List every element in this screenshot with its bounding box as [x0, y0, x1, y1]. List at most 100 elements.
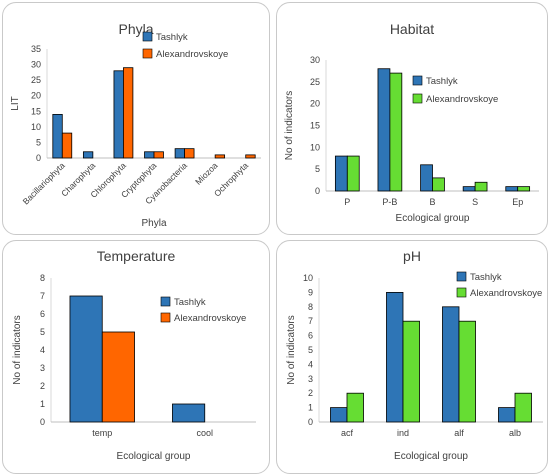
y-tick-label: 30 — [31, 60, 41, 70]
x-tick-label: S — [472, 197, 478, 207]
chart-panel-habitat: Habitat 0 5 10 15 20 25 30 P P-B B S Ep Ecological gr… — [276, 2, 548, 235]
legend-swatch — [412, 93, 423, 104]
chart-ph: pH 0 1 2 3 4 5 6 7 8 9 10 acf ind alf alb Ecological gro… — [286, 248, 543, 462]
y-axis-label: No of indicators — [284, 91, 295, 160]
y-tick-label: 3 — [40, 363, 45, 373]
legend-label: Alexandrovskoye — [174, 313, 246, 324]
y-tick-label: 4 — [308, 359, 313, 369]
y-tick-label: 8 — [40, 273, 45, 283]
y-tick-label: 7 — [308, 316, 313, 326]
bar-tashlyk-alb — [498, 407, 516, 423]
y-tick-label: 6 — [308, 331, 313, 341]
bar-tashlyk-temp — [69, 295, 103, 423]
y-tick-label: 10 — [31, 122, 41, 132]
legend-swatch — [160, 312, 171, 323]
legend-swatch — [160, 296, 171, 307]
legend-swatch — [142, 48, 153, 59]
bar-tashlyk-cryptophyta — [144, 151, 155, 159]
bar-tashlyk-bacillariophyta — [52, 114, 63, 159]
legend-label: Alexandrovskoye — [470, 288, 542, 299]
bar-alexandrovskoye-ep — [517, 186, 531, 192]
x-axis-label: Ecological group — [117, 451, 191, 462]
y-tick-label: 3 — [308, 374, 313, 384]
x-tick-label: Miozoa — [193, 160, 220, 187]
bar-alexandrovskoye-cyanobacteria — [184, 148, 195, 159]
bar-tashlyk-s — [462, 186, 476, 192]
chart-panel-phyla: Phyla 0 5 10 15 20 25 30 35 Bacillariophyta Charop… — [2, 2, 270, 235]
bar-alexandrovskoye-s — [474, 181, 488, 192]
bar-tashlyk-alf — [442, 306, 460, 423]
y-axis-label: LIT — [10, 96, 21, 110]
bar-tashlyk-p — [334, 155, 348, 192]
y-tick-label: 5 — [308, 345, 313, 355]
x-axis-label: Ecological group — [396, 213, 470, 224]
y-tick-label: 20 — [31, 91, 41, 101]
y-tick-label: 0 — [308, 417, 313, 427]
y-tick-label: 30 — [310, 55, 320, 65]
bar-alexandrovskoye-b — [432, 177, 445, 192]
y-tick-label: 10 — [303, 273, 313, 283]
x-axis-label: Ecological group — [394, 451, 468, 462]
y-tick-label: 1 — [308, 403, 313, 413]
bar-alexandrovskoye-ochrophyta — [245, 154, 256, 159]
y-tick-label: 6 — [40, 309, 45, 319]
y-tick-label: 4 — [40, 345, 45, 355]
chart-phyla: Phyla05101520253035BacillariophytaCharop… — [10, 21, 261, 229]
chart-panel-temperature: Temperature 0 1 2 3 4 5 6 7 8 temp cool Ecological g… — [2, 240, 270, 474]
x-tick-label: Bacillariophyta — [21, 160, 67, 206]
bar-tashlyk-charophyta — [82, 151, 94, 159]
y-tick-label: 0 — [315, 186, 320, 196]
y-tick-label: 5 — [315, 164, 320, 174]
bar-alexandrovskoye-cryptophyta — [153, 151, 164, 159]
chart-title: Habitat — [390, 21, 434, 37]
x-tick-label: temp — [92, 428, 112, 438]
legend-swatch — [456, 271, 467, 282]
bar-alexandrovskoye-p-b — [389, 72, 403, 192]
bar-tashlyk-b — [420, 164, 433, 192]
bar-alexandrovskoye-alb — [514, 392, 532, 423]
y-tick-label: 5 — [36, 137, 41, 147]
y-tick-label: 15 — [31, 106, 41, 116]
legend-label: Tashlyk — [426, 76, 458, 87]
bar-alexandrovskoye-bacillariophyta — [61, 132, 73, 159]
legend-swatch — [456, 287, 467, 298]
y-axis-label: No of indicators — [12, 315, 23, 384]
bar-alexandrovskoye-miozoa — [214, 154, 226, 159]
legend-swatch — [412, 75, 423, 86]
x-tick-label: alb — [509, 428, 521, 438]
legend-swatch — [142, 31, 153, 42]
chart-title: pH — [403, 248, 421, 264]
bar-alexandrovskoye-ind — [402, 320, 420, 423]
chart-habitat: Habitat 0 5 10 15 20 25 30 P P-B B S Ep Ecological gr… — [284, 21, 539, 224]
y-tick-label: 0 — [36, 153, 41, 163]
x-tick-label: acf — [341, 428, 354, 438]
bar-tashlyk-acf — [330, 407, 348, 423]
bar-tashlyk-ep — [505, 186, 519, 192]
bar-tashlyk-cyanobacteria — [174, 148, 185, 159]
legend-label: Tashlyk — [470, 272, 502, 283]
y-tick-label: 20 — [310, 99, 320, 109]
y-tick-label: 25 — [310, 77, 320, 87]
x-tick-label: ind — [397, 428, 409, 438]
y-tick-label: 5 — [40, 327, 45, 337]
x-axis-label: Phyla — [141, 218, 166, 229]
bar-alexandrovskoye-temp — [101, 331, 135, 423]
x-tick-label: cool — [196, 428, 213, 438]
legend-label: Tashlyk — [174, 297, 206, 308]
y-tick-label: 7 — [40, 291, 45, 301]
legend-label: Alexandrovskoye — [426, 94, 498, 105]
bar-tashlyk-cool — [172, 403, 206, 423]
y-tick-label: 2 — [40, 381, 45, 391]
chart-panel-ph: pH 0 1 2 3 4 5 6 7 8 9 10 acf ind alf alb Ecological gro… — [276, 240, 548, 474]
bar-tashlyk-chlorophyta — [113, 70, 124, 159]
y-axis-label: No of indicators — [286, 315, 297, 384]
y-tick-label: 35 — [31, 44, 41, 54]
bar-tashlyk-ind — [386, 292, 404, 423]
y-tick-label: 8 — [308, 302, 313, 312]
chart-title: Temperature — [97, 248, 176, 264]
x-tick-label: P-B — [382, 197, 397, 207]
legend-label: Alexandrovskoye — [156, 49, 228, 60]
bar-alexandrovskoye-acf — [346, 392, 364, 423]
y-tick-label: 10 — [310, 142, 320, 152]
bar-alexandrovskoye-alf — [458, 320, 476, 423]
